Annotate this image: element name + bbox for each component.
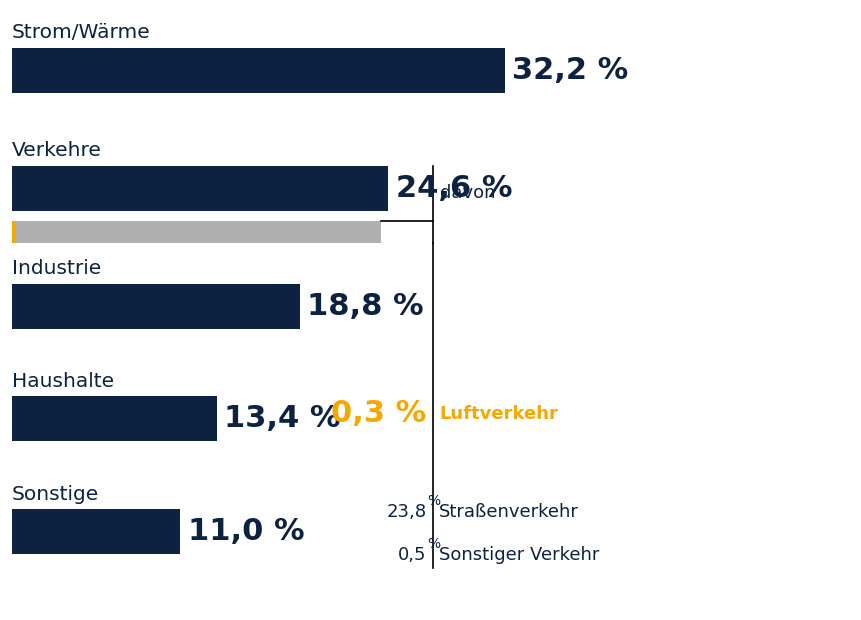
Text: Sonstiger Verkehr: Sonstiger Verkehr xyxy=(439,546,599,564)
Bar xyxy=(11,509,180,554)
Text: Sonstige: Sonstige xyxy=(11,485,99,503)
Text: 0,3 %: 0,3 % xyxy=(331,399,427,428)
Text: 32,2 %: 32,2 % xyxy=(512,56,629,85)
Text: Industrie: Industrie xyxy=(11,259,101,278)
Text: 13,4 %: 13,4 % xyxy=(225,404,341,433)
Text: 0,5: 0,5 xyxy=(398,546,427,564)
Text: 11,0 %: 11,0 % xyxy=(188,517,304,546)
Bar xyxy=(11,48,505,93)
Text: Luftverkehr: Luftverkehr xyxy=(439,404,558,422)
Bar xyxy=(11,396,217,441)
Text: davon: davon xyxy=(441,184,496,202)
Bar xyxy=(11,166,388,211)
Text: %: % xyxy=(427,495,441,508)
Bar xyxy=(11,284,300,329)
Text: 23,8: 23,8 xyxy=(387,503,427,521)
Text: %: % xyxy=(427,538,441,551)
Text: Straßenverkehr: Straßenverkehr xyxy=(439,503,579,521)
Bar xyxy=(11,221,16,243)
Bar xyxy=(11,221,381,243)
Text: 18,8 %: 18,8 % xyxy=(307,292,424,321)
Text: 24,6 %: 24,6 % xyxy=(396,174,512,203)
Text: Verkehre: Verkehre xyxy=(11,141,102,161)
Text: Strom/Wärme: Strom/Wärme xyxy=(11,24,151,42)
Text: Haushalte: Haushalte xyxy=(11,372,114,391)
